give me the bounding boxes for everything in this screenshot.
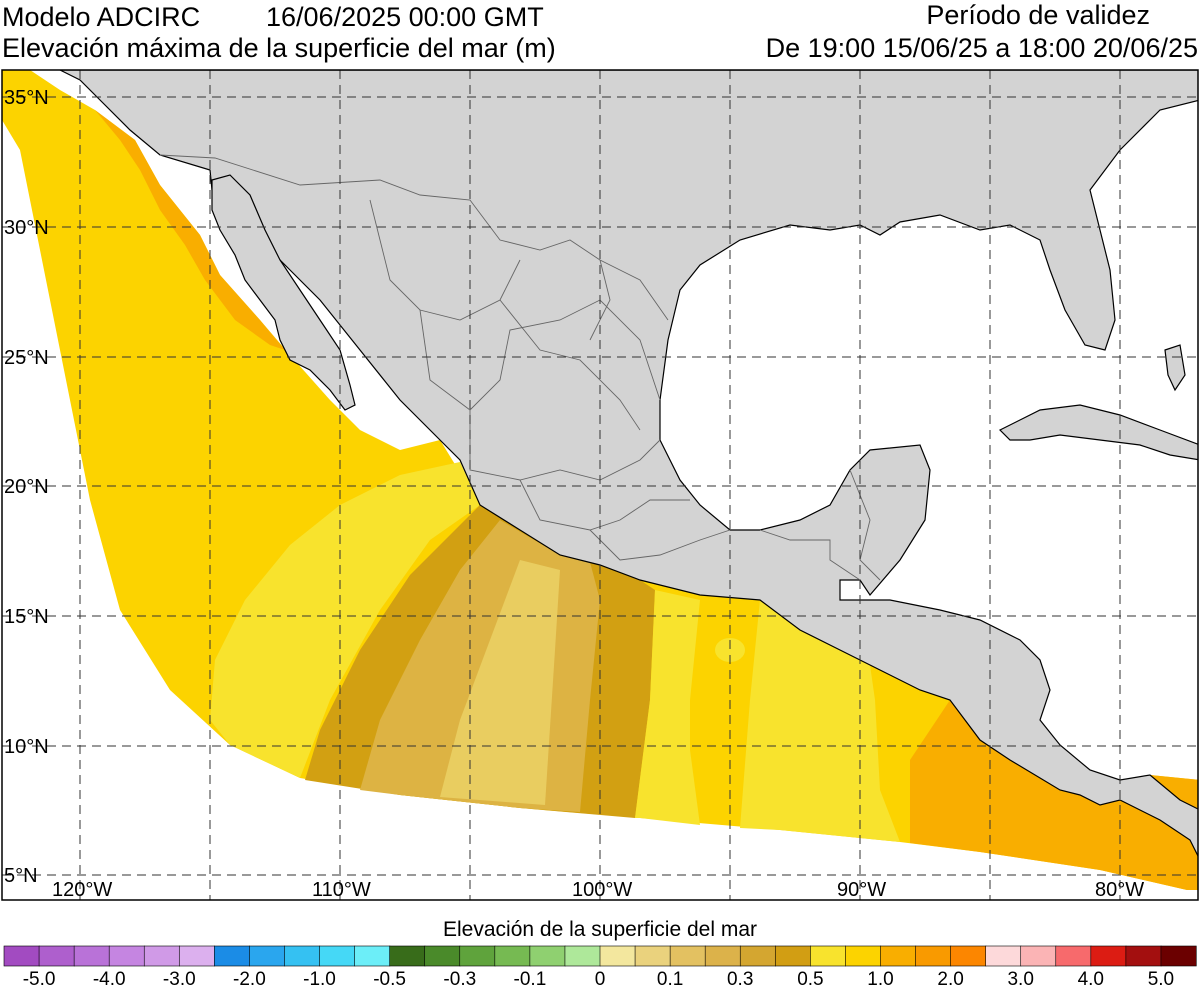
lat-label: 10°N	[4, 736, 49, 758]
colorbar-tick-label: 5.0	[1148, 969, 1174, 989]
surge-band-orange	[910, 700, 1198, 890]
run-datetime: 16/06/2025 00:00 GMT	[266, 2, 544, 32]
colorbar-tick-label: 0.5	[797, 969, 823, 989]
lat-label: 30°N	[4, 217, 49, 239]
colorbar-tick-label: -0.5	[373, 969, 406, 989]
colorbar-swatch	[459, 945, 496, 967]
colorbar-swatch	[354, 945, 391, 967]
colorbar-swatch	[73, 945, 110, 967]
colorbar-swatch	[634, 945, 671, 967]
colorbar	[3, 945, 1197, 967]
colorbar-swatch	[704, 945, 741, 967]
colorbar-swatch	[1055, 945, 1092, 967]
lat-label: 15°N	[4, 606, 49, 628]
land-bahamas	[1164, 344, 1186, 392]
colorbar-swatch	[143, 945, 180, 967]
colorbar-swatch	[1020, 945, 1057, 967]
lon-label: 90°W	[837, 879, 886, 901]
lon-label: 110°W	[312, 879, 371, 901]
colorbar-tick-label: 0	[595, 969, 606, 989]
graticule	[2, 70, 1198, 900]
colorbar-swatch	[845, 945, 882, 967]
colorbar-swatch	[669, 945, 706, 967]
colorbar-swatch	[319, 945, 356, 967]
colorbar-swatch	[38, 945, 75, 967]
colorbar-tick-label: 2.0	[937, 969, 963, 989]
land	[59, 70, 1198, 858]
lat-label: 5°N	[4, 865, 38, 887]
surge-band-yellow-east	[635, 590, 700, 825]
colorbar-swatch	[739, 945, 776, 967]
lon-label: 120°W	[52, 879, 112, 901]
colorbar-tick-label: -0.1	[514, 969, 547, 989]
colorbar-tick-label: -5.0	[23, 969, 56, 989]
state-boundaries	[159, 154, 881, 581]
colorbar-swatch	[950, 945, 987, 967]
colorbar-swatch	[529, 945, 566, 967]
colorbar-swatch	[774, 945, 811, 967]
colorbar-tick-label: -3.0	[163, 969, 196, 989]
colorbar-tick-label: -0.3	[443, 969, 476, 989]
colorbar-tick-label: 0.3	[727, 969, 753, 989]
colorbar-tick-label: 3.0	[1007, 969, 1033, 989]
colorbar-swatch	[564, 945, 601, 967]
colorbar-tick-label: -4.0	[93, 969, 126, 989]
validity-title: Período de validez	[926, 0, 1150, 30]
colorbar-swatch	[214, 945, 251, 967]
colorbar-swatch	[494, 945, 531, 967]
colorbar-swatch	[249, 945, 286, 967]
colorbar-swatch	[389, 945, 426, 967]
land-baja	[211, 174, 356, 411]
colorbar-swatch	[985, 945, 1022, 967]
lon-label: 80°W	[1095, 879, 1144, 901]
colorbar-swatch	[1090, 945, 1127, 967]
model-title: Modelo ADCIRC	[2, 2, 201, 32]
colorbar-ticks: -5.0 -4.0 -3.0 -2.0 -1.0 -0.5 -0.3 -0.1 0 0.1 0.3 0…	[23, 969, 1174, 989]
colorbar-tick-label: 1.0	[867, 969, 893, 989]
colorbar-swatch	[599, 945, 636, 967]
colorbar-tick-label: 4.0	[1078, 969, 1104, 989]
surge-band-baja	[95, 110, 285, 350]
colorbar-tick-label: 0.1	[657, 969, 683, 989]
colorbar-swatch	[178, 945, 215, 967]
land-cuba	[998, 404, 1198, 461]
surge-field	[2, 70, 1198, 890]
validity-range: De 19:00 15/06/25 a 18:00 20/06/25	[765, 33, 1198, 63]
colorbar-swatch	[284, 945, 321, 967]
lat-label: 25°N	[4, 347, 49, 369]
colorbar-swatch	[1125, 945, 1162, 967]
colorbar-swatch	[1160, 945, 1197, 967]
colorbar-swatch	[424, 945, 461, 967]
colorbar-swatch	[810, 945, 847, 967]
lat-label: 35°N	[4, 87, 49, 109]
colorbar-swatch	[880, 945, 917, 967]
surge-band-pale	[210, 462, 480, 778]
colorbar-tick-label: -2.0	[233, 969, 266, 989]
variable-title: Elevación máxima de la superficie del ma…	[2, 33, 556, 63]
lon-label: 100°W	[572, 879, 632, 901]
map-frame	[1, 69, 1199, 901]
colorbar-title: Elevación de la superficie del mar	[443, 918, 757, 941]
surge-band-mustard-light	[440, 560, 560, 805]
colorbar-swatch	[108, 945, 145, 967]
surge-blob	[715, 638, 745, 662]
lat-label: 20°N	[4, 476, 49, 498]
colorbar-tick-label: -1.0	[303, 969, 336, 989]
colorbar-swatch	[915, 945, 952, 967]
colorbar-swatch	[3, 945, 40, 967]
